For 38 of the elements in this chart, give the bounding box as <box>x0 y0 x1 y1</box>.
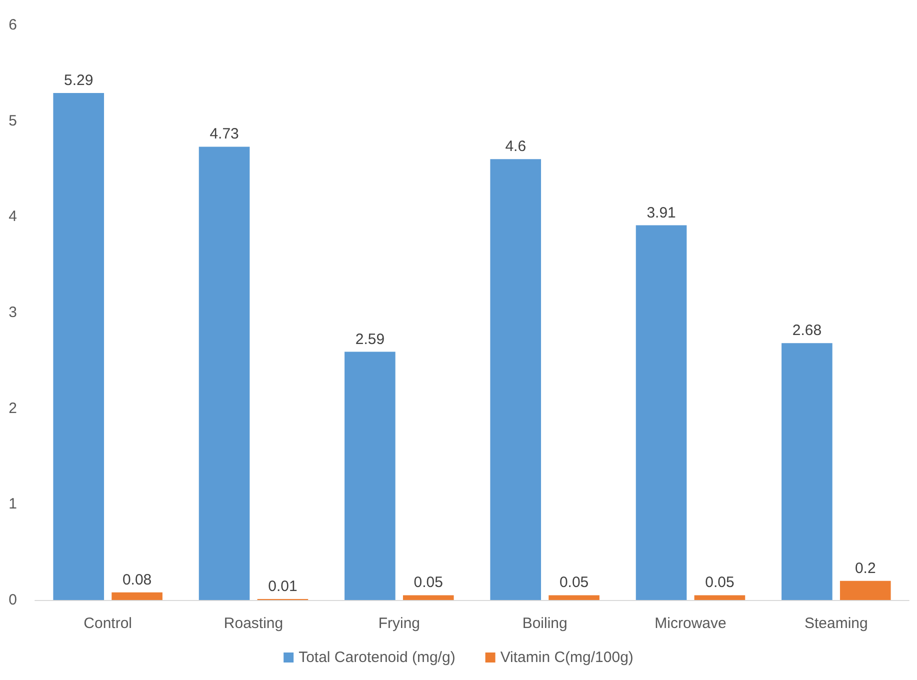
x-tick-label: Boiling <box>522 615 568 632</box>
legend-label: Total Carotenoid (mg/g) <box>298 649 456 666</box>
data-label: 0.08 <box>122 571 152 588</box>
bar <box>490 159 542 600</box>
bar <box>198 146 250 600</box>
bar <box>548 595 600 600</box>
bar <box>840 580 891 600</box>
bar <box>344 352 396 600</box>
bar <box>53 93 104 600</box>
x-tick-label: Steaming <box>804 615 868 632</box>
x-tick-label: Microwave <box>654 615 726 632</box>
data-label: 0.05 <box>414 574 443 592</box>
bar <box>402 595 454 600</box>
x-tick-label: Roasting <box>224 615 284 632</box>
y-tick-label: 5 <box>8 112 17 130</box>
bar <box>636 225 687 600</box>
data-label: 2.68 <box>792 322 822 340</box>
data-label: 2.59 <box>355 330 385 348</box>
y-tick-label: 0 <box>8 592 17 608</box>
y-tick-label: 4 <box>8 208 17 226</box>
y-tick-label: 2 <box>8 400 17 417</box>
x-tick-label: Frying <box>378 615 420 632</box>
data-label: 4.6 <box>505 138 526 156</box>
legend-label: Vitamin C(mg/100g) <box>500 649 634 666</box>
y-tick-label: 6 <box>8 16 17 34</box>
data-label: 4.73 <box>210 126 239 143</box>
data-label: 3.91 <box>646 204 676 222</box>
bar <box>694 595 746 600</box>
y-tick-label: 3 <box>8 304 17 321</box>
bar <box>112 592 162 600</box>
bar <box>782 343 832 600</box>
x-tick-label: Control <box>84 615 132 632</box>
y-tick-label: 1 <box>8 496 17 513</box>
data-label: 0.05 <box>705 574 734 592</box>
data-label: 5.29 <box>64 72 94 90</box>
data-label: 0.01 <box>268 578 298 596</box>
data-label: 0.05 <box>559 574 589 592</box>
data-label: 0.2 <box>854 560 876 577</box>
